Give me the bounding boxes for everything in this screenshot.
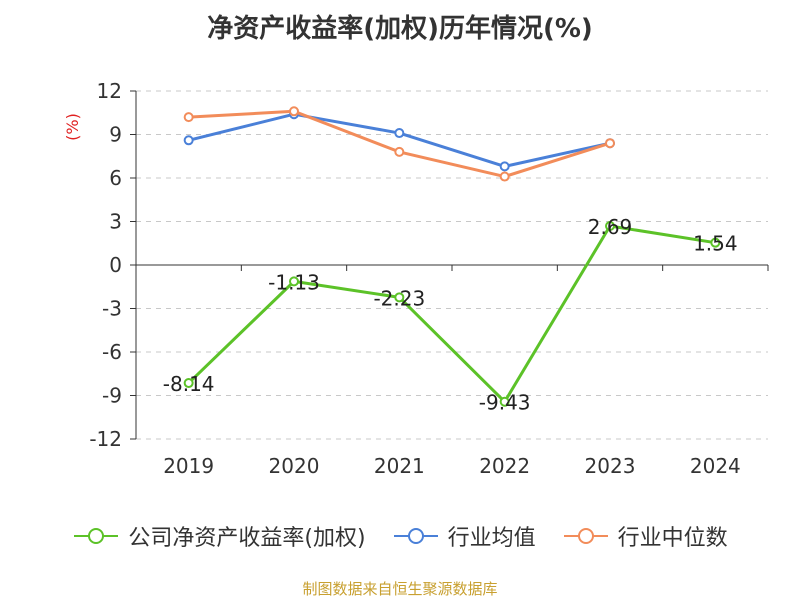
data-label: -8.14 (163, 372, 215, 396)
legend-marker-industry-median (563, 528, 608, 544)
y-tick-label: -9 (102, 384, 122, 408)
legend-label-company: 公司净资产收益率(加权) (128, 526, 366, 551)
legend-item-industry-mean[interactable]: 行业均值 (392, 520, 536, 552)
series-line-2 (188, 109, 611, 179)
series-point-2 (605, 138, 615, 149)
data-label: 1.54 (693, 232, 738, 256)
series-point-0 (289, 276, 299, 287)
data-label: -2.23 (373, 286, 425, 310)
y-axis-label: (%) (63, 113, 82, 141)
series-point-0 (710, 237, 721, 248)
y-tick-label: 6 (109, 166, 122, 190)
legend-marker-company (74, 528, 119, 544)
series-point-1 (499, 161, 510, 172)
y-tick-label: -6 (102, 340, 122, 364)
y-tick-label: 9 (109, 123, 122, 147)
y-tick-label: 3 (109, 210, 122, 234)
data-label: -9.43 (479, 391, 531, 415)
y-tick-label: 0 (109, 253, 122, 277)
series-line-1 (188, 112, 611, 168)
y-tick-label: -3 (102, 297, 122, 321)
y-tick-label: 12 (97, 79, 122, 103)
data-source-note: 制图数据来自恒生聚源数据库 (302, 580, 498, 598)
legend-item-industry-median[interactable]: 行业中位数 (562, 520, 728, 552)
y-tick-label: -12 (89, 427, 122, 451)
series-point-1 (183, 135, 194, 146)
data-label: 2.69 (588, 215, 633, 239)
x-tick-label: 2022 (479, 454, 530, 478)
series-point-0 (605, 220, 615, 231)
legend-marker-industry-mean (393, 528, 438, 544)
series-point-2 (499, 171, 510, 182)
series-point-0 (394, 292, 405, 303)
series-line-0 (187, 224, 716, 404)
chart-legend: 公司净资产收益率(加权) 行业均值 行业中位数 (0, 520, 800, 552)
legend-label-industry-median: 行业中位数 (617, 526, 728, 551)
x-tick-label: 2024 (690, 454, 741, 478)
legend-item-company[interactable]: 公司净资产收益率(加权) (72, 520, 366, 552)
series-point-2 (394, 146, 405, 157)
x-tick-label: 2020 (269, 454, 320, 478)
data-label: -1.13 (268, 270, 320, 294)
x-tick-label: 2019 (163, 454, 214, 478)
legend-label-industry-mean: 行业均值 (447, 526, 536, 551)
x-tick-label: 2023 (585, 454, 636, 478)
x-tick-label: 2021 (374, 454, 425, 478)
series-point-0 (183, 378, 194, 389)
series-point-1 (394, 128, 405, 139)
series-point-0 (499, 396, 510, 407)
chart-title: 净资产收益率(加权)历年情况(%) (207, 14, 593, 44)
series-point-2 (183, 112, 194, 123)
series-point-2 (289, 106, 299, 117)
